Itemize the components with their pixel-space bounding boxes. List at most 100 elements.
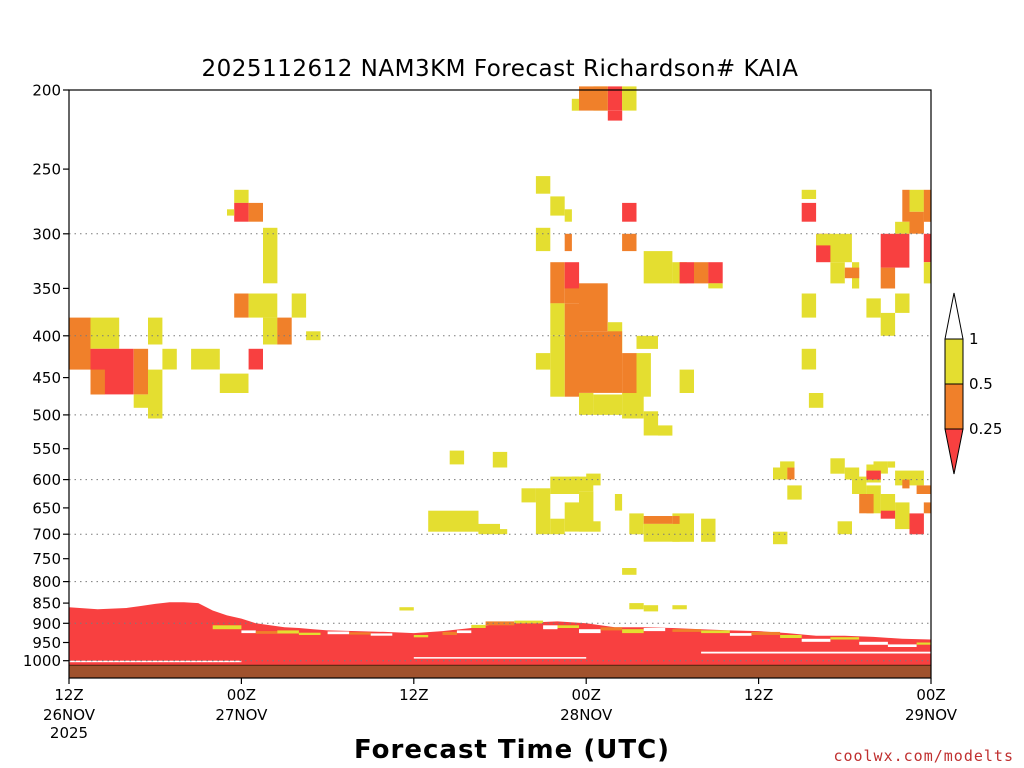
- ground-layer: [69, 664, 931, 678]
- y-tick-label: 600: [32, 471, 61, 489]
- y-tick-label: 500: [32, 406, 61, 424]
- x-tick-date: 27NOV: [215, 706, 268, 724]
- y-tick-label: 950: [32, 634, 61, 652]
- plot-frame: [68, 89, 932, 679]
- y-tick-label: 300: [32, 225, 61, 243]
- richardson-cell: [133, 394, 149, 408]
- colorbar-bin-orange: [944, 383, 964, 430]
- richardson-cell: [880, 312, 896, 336]
- surface-streak: [780, 635, 802, 638]
- richardson-cell: [787, 467, 795, 480]
- richardson-cell: [234, 202, 249, 222]
- plot-background: [69, 90, 931, 678]
- surface-streak: [349, 632, 371, 635]
- colorbar-label-0-25: 0.25: [969, 420, 1002, 438]
- colorbar-arrow-bottom: [944, 428, 964, 475]
- richardson-cell: [909, 513, 924, 535]
- surface-streak: [751, 631, 781, 635]
- richardson-cell: [248, 202, 263, 222]
- surface-streak: [557, 625, 579, 628]
- richardson-cell: [636, 335, 658, 349]
- richardson-cell: [492, 451, 508, 468]
- y-tick-label: 1000: [23, 652, 61, 670]
- richardson-cell: [564, 502, 580, 532]
- x-tick-time: 12Z: [54, 686, 83, 704]
- surface-streak: [456, 630, 472, 634]
- richardson-cell: [521, 488, 536, 503]
- surface-streak: [916, 642, 931, 645]
- richardson-cell: [808, 393, 824, 408]
- richardson-cell: [191, 348, 220, 370]
- richardson-cell: [622, 202, 637, 222]
- surface-streak: [471, 624, 486, 628]
- richardson-cell: [306, 331, 321, 341]
- richardson-cell: [701, 518, 716, 542]
- x-tick-time: 00Z: [227, 686, 256, 704]
- colorbar-label-1: 1: [969, 330, 979, 348]
- richardson-cell: [622, 86, 637, 111]
- surface-streak: [298, 632, 321, 635]
- y-tick-label: 400: [32, 327, 61, 345]
- surface-streak: [600, 627, 623, 631]
- surface-streak: [327, 631, 350, 635]
- y-tick-label: 800: [32, 573, 61, 591]
- richardson-cell: [500, 529, 508, 535]
- richardson-cell: [69, 317, 91, 370]
- richardson-cell: [708, 262, 723, 284]
- surface-streak: [543, 625, 558, 630]
- richardson-cell: [672, 605, 687, 610]
- richardson-cell: [801, 202, 817, 222]
- richardson-cell: [636, 353, 651, 397]
- richardson-cell: [830, 233, 852, 263]
- richardson-cell: [902, 189, 910, 222]
- richardson-cell: [234, 189, 249, 203]
- richardson-cell: [866, 470, 881, 480]
- richardson-cell: [895, 293, 910, 313]
- richardson-cell: [773, 467, 788, 480]
- richardson-cell: [219, 373, 249, 393]
- richardson-cell: [535, 176, 551, 194]
- y-tick-label: 750: [32, 550, 61, 568]
- surface-streak: [672, 629, 702, 632]
- richardson-cell: [880, 267, 896, 289]
- richardson-cell: [880, 233, 910, 268]
- plot-area: [68, 86, 932, 679]
- richardson-cell: [679, 369, 694, 393]
- y-tick-label: 700: [32, 526, 61, 544]
- y-axis: 200 250 300 350 400 450 500 550 600 650 700 750 800 8…: [23, 82, 69, 670]
- richardson-cell: [629, 513, 644, 535]
- colorbar-label-0-5: 0.5: [969, 375, 993, 393]
- richardson-cell: [90, 317, 120, 349]
- surface-streak: [241, 630, 256, 634]
- colorbar-bin-yellow: [944, 338, 964, 385]
- colorbar-arrow-top: [944, 292, 964, 340]
- richardson-cell: [133, 348, 149, 395]
- richardson-cell: [277, 317, 292, 345]
- richardson-cell: [780, 461, 795, 468]
- x-tick-time: 12Z: [399, 686, 428, 704]
- richardson-cell: [607, 110, 623, 121]
- surface-red-band: [69, 602, 931, 666]
- y-tick-label: 450: [32, 369, 61, 387]
- richardson-cell: [622, 393, 644, 419]
- richardson-cell: [586, 473, 601, 486]
- x-tick-date: 26NOV: [43, 706, 96, 724]
- surface-streak: [579, 629, 601, 634]
- richardson-cell: [916, 485, 931, 494]
- richardson-cell: [923, 189, 931, 222]
- gridlines: [69, 233, 931, 662]
- richardson-cell: [614, 494, 623, 511]
- richardson-cell: [801, 348, 817, 370]
- richardson-cell: [564, 303, 580, 397]
- richardson-cell: [564, 233, 572, 252]
- x-tick-time: 00Z: [572, 686, 601, 704]
- x-tick-time: 12Z: [744, 686, 773, 704]
- richardson-cell: [643, 411, 659, 436]
- y-tick-label: 350: [32, 280, 61, 298]
- richardson-cell: [428, 510, 479, 532]
- richardson-cell: [564, 209, 572, 222]
- y-tick-label: 850: [32, 595, 61, 613]
- richardson-cell: [593, 394, 623, 415]
- richardson-cell: [535, 353, 551, 370]
